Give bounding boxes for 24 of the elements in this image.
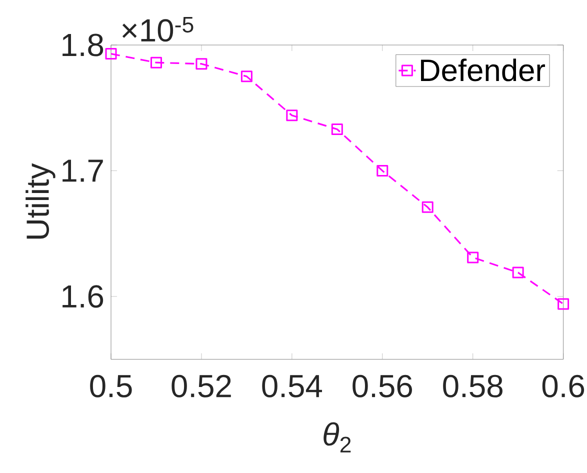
y-axis-title: Utility [26, 163, 56, 239]
point [467, 252, 479, 264]
x-axis-title: θ$_{2}$ [324, 422, 351, 452]
point [150, 56, 162, 68]
x-tick-label: 0.6 [542, 374, 584, 398]
point [286, 110, 298, 122]
point [240, 70, 252, 82]
point [376, 164, 388, 176]
x-tick-label: 0.58 [443, 374, 502, 398]
text: ×10$^{-5}$ [122, 17, 194, 42]
x-tick-label: 0.52 [172, 374, 231, 398]
point [558, 298, 570, 310]
x-tick-label: 0.54 [262, 374, 322, 398]
point [331, 123, 343, 135]
point [512, 266, 524, 278]
legend-label: Defender [421, 58, 546, 82]
y-tick-label: 1.7 [62, 160, 103, 182]
point [105, 48, 117, 60]
point [422, 201, 434, 213]
x-tick-label: 0.56 [352, 374, 412, 398]
y-tick-label: 1.8 [62, 34, 104, 56]
x-tick-label: 0.5 [90, 374, 132, 398]
y-tick-label: 1.6 [62, 285, 104, 308]
point [196, 58, 208, 70]
